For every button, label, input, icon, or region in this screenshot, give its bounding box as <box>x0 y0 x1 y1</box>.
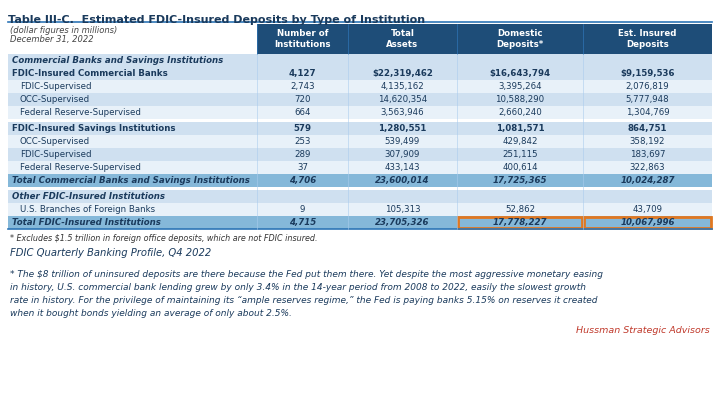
Text: $22,319,462: $22,319,462 <box>372 69 433 78</box>
Text: 14,620,354: 14,620,354 <box>378 95 427 104</box>
FancyBboxPatch shape <box>458 217 582 228</box>
FancyBboxPatch shape <box>8 216 712 229</box>
Text: 864,751: 864,751 <box>628 124 667 133</box>
Text: Table III-C.  Estimated FDIC-Insured Deposits by Type of Institution: Table III-C. Estimated FDIC-Insured Depo… <box>8 15 425 25</box>
Text: Number of
Institutions: Number of Institutions <box>274 29 330 49</box>
Text: FDIC Quarterly Banking Profile, Q4 2022: FDIC Quarterly Banking Profile, Q4 2022 <box>10 248 211 258</box>
Text: Hussman Strategic Advisors: Hussman Strategic Advisors <box>576 326 710 335</box>
Text: 307,909: 307,909 <box>384 150 420 159</box>
Text: U.S. Branches of Foreign Banks: U.S. Branches of Foreign Banks <box>20 205 155 214</box>
FancyBboxPatch shape <box>8 106 712 119</box>
Text: 183,697: 183,697 <box>630 150 665 159</box>
FancyBboxPatch shape <box>8 80 712 93</box>
FancyBboxPatch shape <box>457 24 583 54</box>
Text: 10,024,287: 10,024,287 <box>620 176 675 185</box>
Text: 253: 253 <box>294 137 311 146</box>
Text: 23,600,014: 23,600,014 <box>375 176 430 185</box>
Text: 17,778,227: 17,778,227 <box>492 218 547 227</box>
Text: 2,076,819: 2,076,819 <box>626 82 670 91</box>
Text: 105,313: 105,313 <box>384 205 420 214</box>
Text: when it bought bonds yielding an average of only about 2.5%.: when it bought bonds yielding an average… <box>10 309 292 318</box>
Text: Domestic
Deposits*: Domestic Deposits* <box>496 29 544 49</box>
Text: Commercial Banks and Savings Institutions: Commercial Banks and Savings Institution… <box>12 56 223 65</box>
FancyBboxPatch shape <box>8 135 712 148</box>
Text: Total Commercial Banks and Savings Institutions: Total Commercial Banks and Savings Insti… <box>12 176 250 185</box>
Text: Other FDIC-Insured Institutions: Other FDIC-Insured Institutions <box>12 192 165 201</box>
FancyBboxPatch shape <box>8 122 712 135</box>
Text: 17,725,365: 17,725,365 <box>492 176 547 185</box>
Text: 10,067,996: 10,067,996 <box>620 218 675 227</box>
Text: 251,115: 251,115 <box>502 150 538 159</box>
Text: 289: 289 <box>294 150 311 159</box>
FancyBboxPatch shape <box>257 24 348 54</box>
Text: $9,159,536: $9,159,536 <box>620 69 675 78</box>
Text: 23,705,326: 23,705,326 <box>375 218 430 227</box>
Text: rate in history. For the privilege of maintaining its “ample reserves regime,” t: rate in history. For the privilege of ma… <box>10 296 598 305</box>
Text: 664: 664 <box>294 108 311 117</box>
Text: 2,743: 2,743 <box>290 82 315 91</box>
FancyBboxPatch shape <box>8 203 712 216</box>
Text: 4,135,162: 4,135,162 <box>381 82 424 91</box>
Text: 322,863: 322,863 <box>630 163 665 172</box>
Text: 9: 9 <box>300 205 305 214</box>
Text: Total
Assets: Total Assets <box>387 29 418 49</box>
Text: 539,499: 539,499 <box>385 137 420 146</box>
Text: 5,777,948: 5,777,948 <box>626 95 670 104</box>
Text: 43,709: 43,709 <box>632 205 662 214</box>
FancyBboxPatch shape <box>8 67 712 80</box>
Text: 4,127: 4,127 <box>289 69 316 78</box>
Text: Federal Reserve-Supervised: Federal Reserve-Supervised <box>20 108 141 117</box>
Text: 10,588,290: 10,588,290 <box>495 95 544 104</box>
FancyBboxPatch shape <box>348 24 457 54</box>
FancyBboxPatch shape <box>8 161 712 174</box>
Text: Federal Reserve-Supervised: Federal Reserve-Supervised <box>20 163 141 172</box>
FancyBboxPatch shape <box>8 174 712 187</box>
Text: 579: 579 <box>294 124 312 133</box>
FancyBboxPatch shape <box>8 93 712 106</box>
Text: $16,643,794: $16,643,794 <box>490 69 551 78</box>
Text: 37: 37 <box>297 163 308 172</box>
Text: in history, U.S. commercial bank lending grew by only 3.4% in the 14-year period: in history, U.S. commercial bank lending… <box>10 283 586 292</box>
Text: 1,081,571: 1,081,571 <box>495 124 544 133</box>
Text: 1,280,551: 1,280,551 <box>378 124 427 133</box>
Text: FDIC-Insured Savings Institutions: FDIC-Insured Savings Institutions <box>12 124 176 133</box>
Text: 720: 720 <box>294 95 311 104</box>
Text: * Excludes $1.5 trillion in foreign office deposits, which are not FDIC insured.: * Excludes $1.5 trillion in foreign offi… <box>10 234 318 243</box>
Text: 358,192: 358,192 <box>630 137 665 146</box>
FancyBboxPatch shape <box>583 24 712 54</box>
Text: 1,304,769: 1,304,769 <box>626 108 670 117</box>
Text: FDIC-Supervised: FDIC-Supervised <box>20 82 91 91</box>
Text: OCC-Supervised: OCC-Supervised <box>20 137 90 146</box>
Text: FDIC-Supervised: FDIC-Supervised <box>20 150 91 159</box>
Text: * The $8 trillion of uninsured deposits are there because the Fed put them there: * The $8 trillion of uninsured deposits … <box>10 270 603 279</box>
Text: 2,660,240: 2,660,240 <box>498 108 542 117</box>
Text: OCC-Supervised: OCC-Supervised <box>20 95 90 104</box>
Text: 4,706: 4,706 <box>289 176 316 185</box>
Text: Est. Insured
Deposits: Est. Insured Deposits <box>618 29 677 49</box>
Text: 3,395,264: 3,395,264 <box>498 82 542 91</box>
Text: Total FDIC-Insured Institutions: Total FDIC-Insured Institutions <box>12 218 161 227</box>
FancyBboxPatch shape <box>8 190 712 203</box>
Text: December 31, 2022: December 31, 2022 <box>10 35 94 44</box>
FancyBboxPatch shape <box>8 148 712 161</box>
Text: 429,842: 429,842 <box>503 137 538 146</box>
Text: FDIC-Insured Commercial Banks: FDIC-Insured Commercial Banks <box>12 69 168 78</box>
Text: (dollar figures in millions): (dollar figures in millions) <box>10 26 117 35</box>
FancyBboxPatch shape <box>584 217 711 228</box>
Text: 3,563,946: 3,563,946 <box>381 108 424 117</box>
Text: 4,715: 4,715 <box>289 218 316 227</box>
Text: 400,614: 400,614 <box>502 163 538 172</box>
FancyBboxPatch shape <box>8 54 712 67</box>
Text: 52,862: 52,862 <box>505 205 535 214</box>
Text: 433,143: 433,143 <box>384 163 420 172</box>
